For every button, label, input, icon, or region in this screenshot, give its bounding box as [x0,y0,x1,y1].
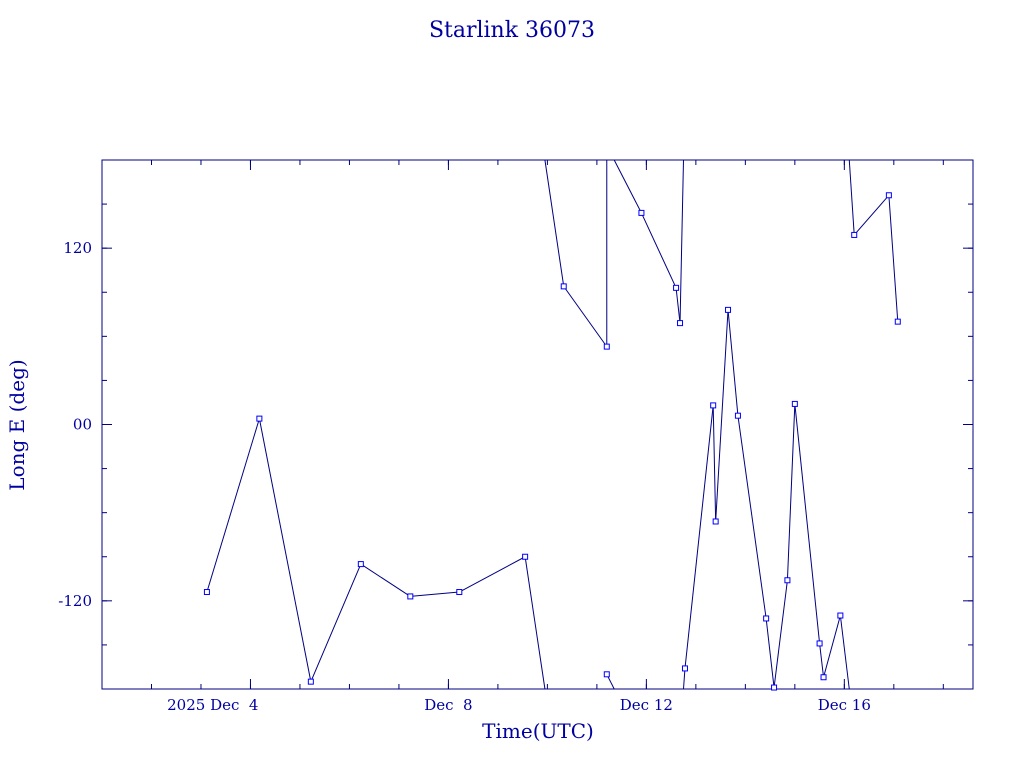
series-line-segment [684,405,714,669]
x-tick-label: 2025 Dec 4 [167,696,258,714]
data-point [407,593,414,600]
series-line-segment [848,159,855,235]
series-line-segment [765,618,775,688]
series-line-segment [853,194,890,236]
plot-frame [101,159,974,690]
data-point [603,671,610,678]
series-lines [206,159,899,690]
series-line-segment [715,309,729,522]
series-line-segment [794,403,821,644]
data-point [677,320,684,327]
data-point [456,589,463,596]
data-point [734,412,741,419]
data-point [560,283,567,290]
series-line-segment [773,580,788,688]
x-tick-label: Dec 12 [620,696,673,714]
data-point [681,665,688,672]
data-point [784,577,791,584]
x-axis-label: Time(UTC) [482,719,594,743]
series-line-segment [839,615,850,690]
series-line-segment [675,287,681,324]
series-line-segment [823,615,841,678]
data-point [894,318,901,325]
chart-title: Starlink 36073 [429,18,595,43]
data-point [307,678,314,685]
data-point [638,209,645,216]
data-point [710,402,717,409]
series-line-segment [640,212,677,289]
series-line-segment [544,159,565,287]
series-line-segment [360,563,411,597]
x-tick-label: Dec 16 [818,696,871,714]
series-line-segment [727,309,739,416]
data-point [837,612,844,619]
y-tick-label: -120 [58,592,92,610]
series-line-segment [258,418,312,682]
data-point [712,518,719,525]
series-line-segment [310,563,362,682]
data-point [673,284,680,291]
x-axis-ticks: 2025 Dec 4 Dec 8 Dec 12 Dec 16 [167,160,871,714]
data-point [791,400,798,407]
minor-ticks [101,159,973,690]
x-tick-label: Dec 8 [424,696,472,714]
data-point [603,343,610,350]
series-line-segment [786,403,796,581]
data-point [357,561,364,568]
series-line-segment [206,418,260,593]
data-point [851,231,858,238]
data-point [522,553,529,560]
data-point [763,615,770,622]
series-line-segment [459,556,526,593]
data-point [816,640,823,647]
y-tick-label: 120 [63,239,92,257]
series-line-segment [819,643,825,678]
series-line-segment [682,668,686,690]
y-axis-label: Long E (deg) [5,359,29,490]
y-axis-ticks: 120 00 -120 [58,239,973,610]
series-line-segment [410,591,460,597]
data-point [885,192,892,199]
series-line-segment [737,415,767,619]
series-line-segment [888,195,899,322]
series-line-segment [524,556,546,690]
y-tick-label: 00 [73,416,92,434]
series-line-segment [563,286,608,347]
data-point [725,306,732,313]
series-line-segment [712,405,717,522]
series-line-segment [679,159,684,324]
series-line-segment [613,159,642,214]
data-point [256,415,263,422]
data-point [203,589,210,596]
series-markers [203,192,901,691]
data-point [771,684,778,691]
data-point [820,674,827,681]
